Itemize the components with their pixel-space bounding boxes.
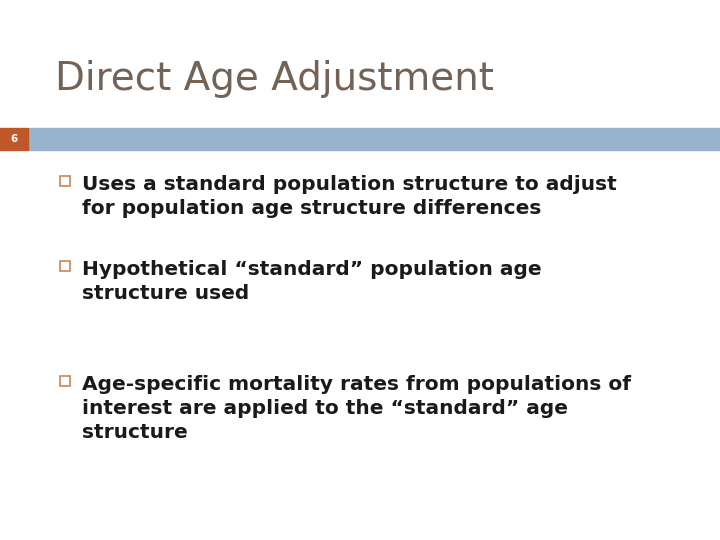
Bar	[60, 376, 70, 386]
Text: Hypothetical “standard” population age
structure used: Hypothetical “standard” population age s…	[82, 260, 541, 303]
Bar	[28, 128, 720, 150]
Text: Age-specific mortality rates from populations of
interest are applied to the “st: Age-specific mortality rates from popula…	[82, 375, 631, 442]
Bar	[0, 128, 28, 150]
Text: Uses a standard population structure to adjust
for population age structure diff: Uses a standard population structure to …	[82, 175, 617, 218]
Text: 6: 6	[10, 134, 17, 144]
Text: Direct Age Adjustment: Direct Age Adjustment	[55, 60, 494, 98]
Bar	[60, 261, 70, 271]
Bar	[60, 176, 70, 186]
